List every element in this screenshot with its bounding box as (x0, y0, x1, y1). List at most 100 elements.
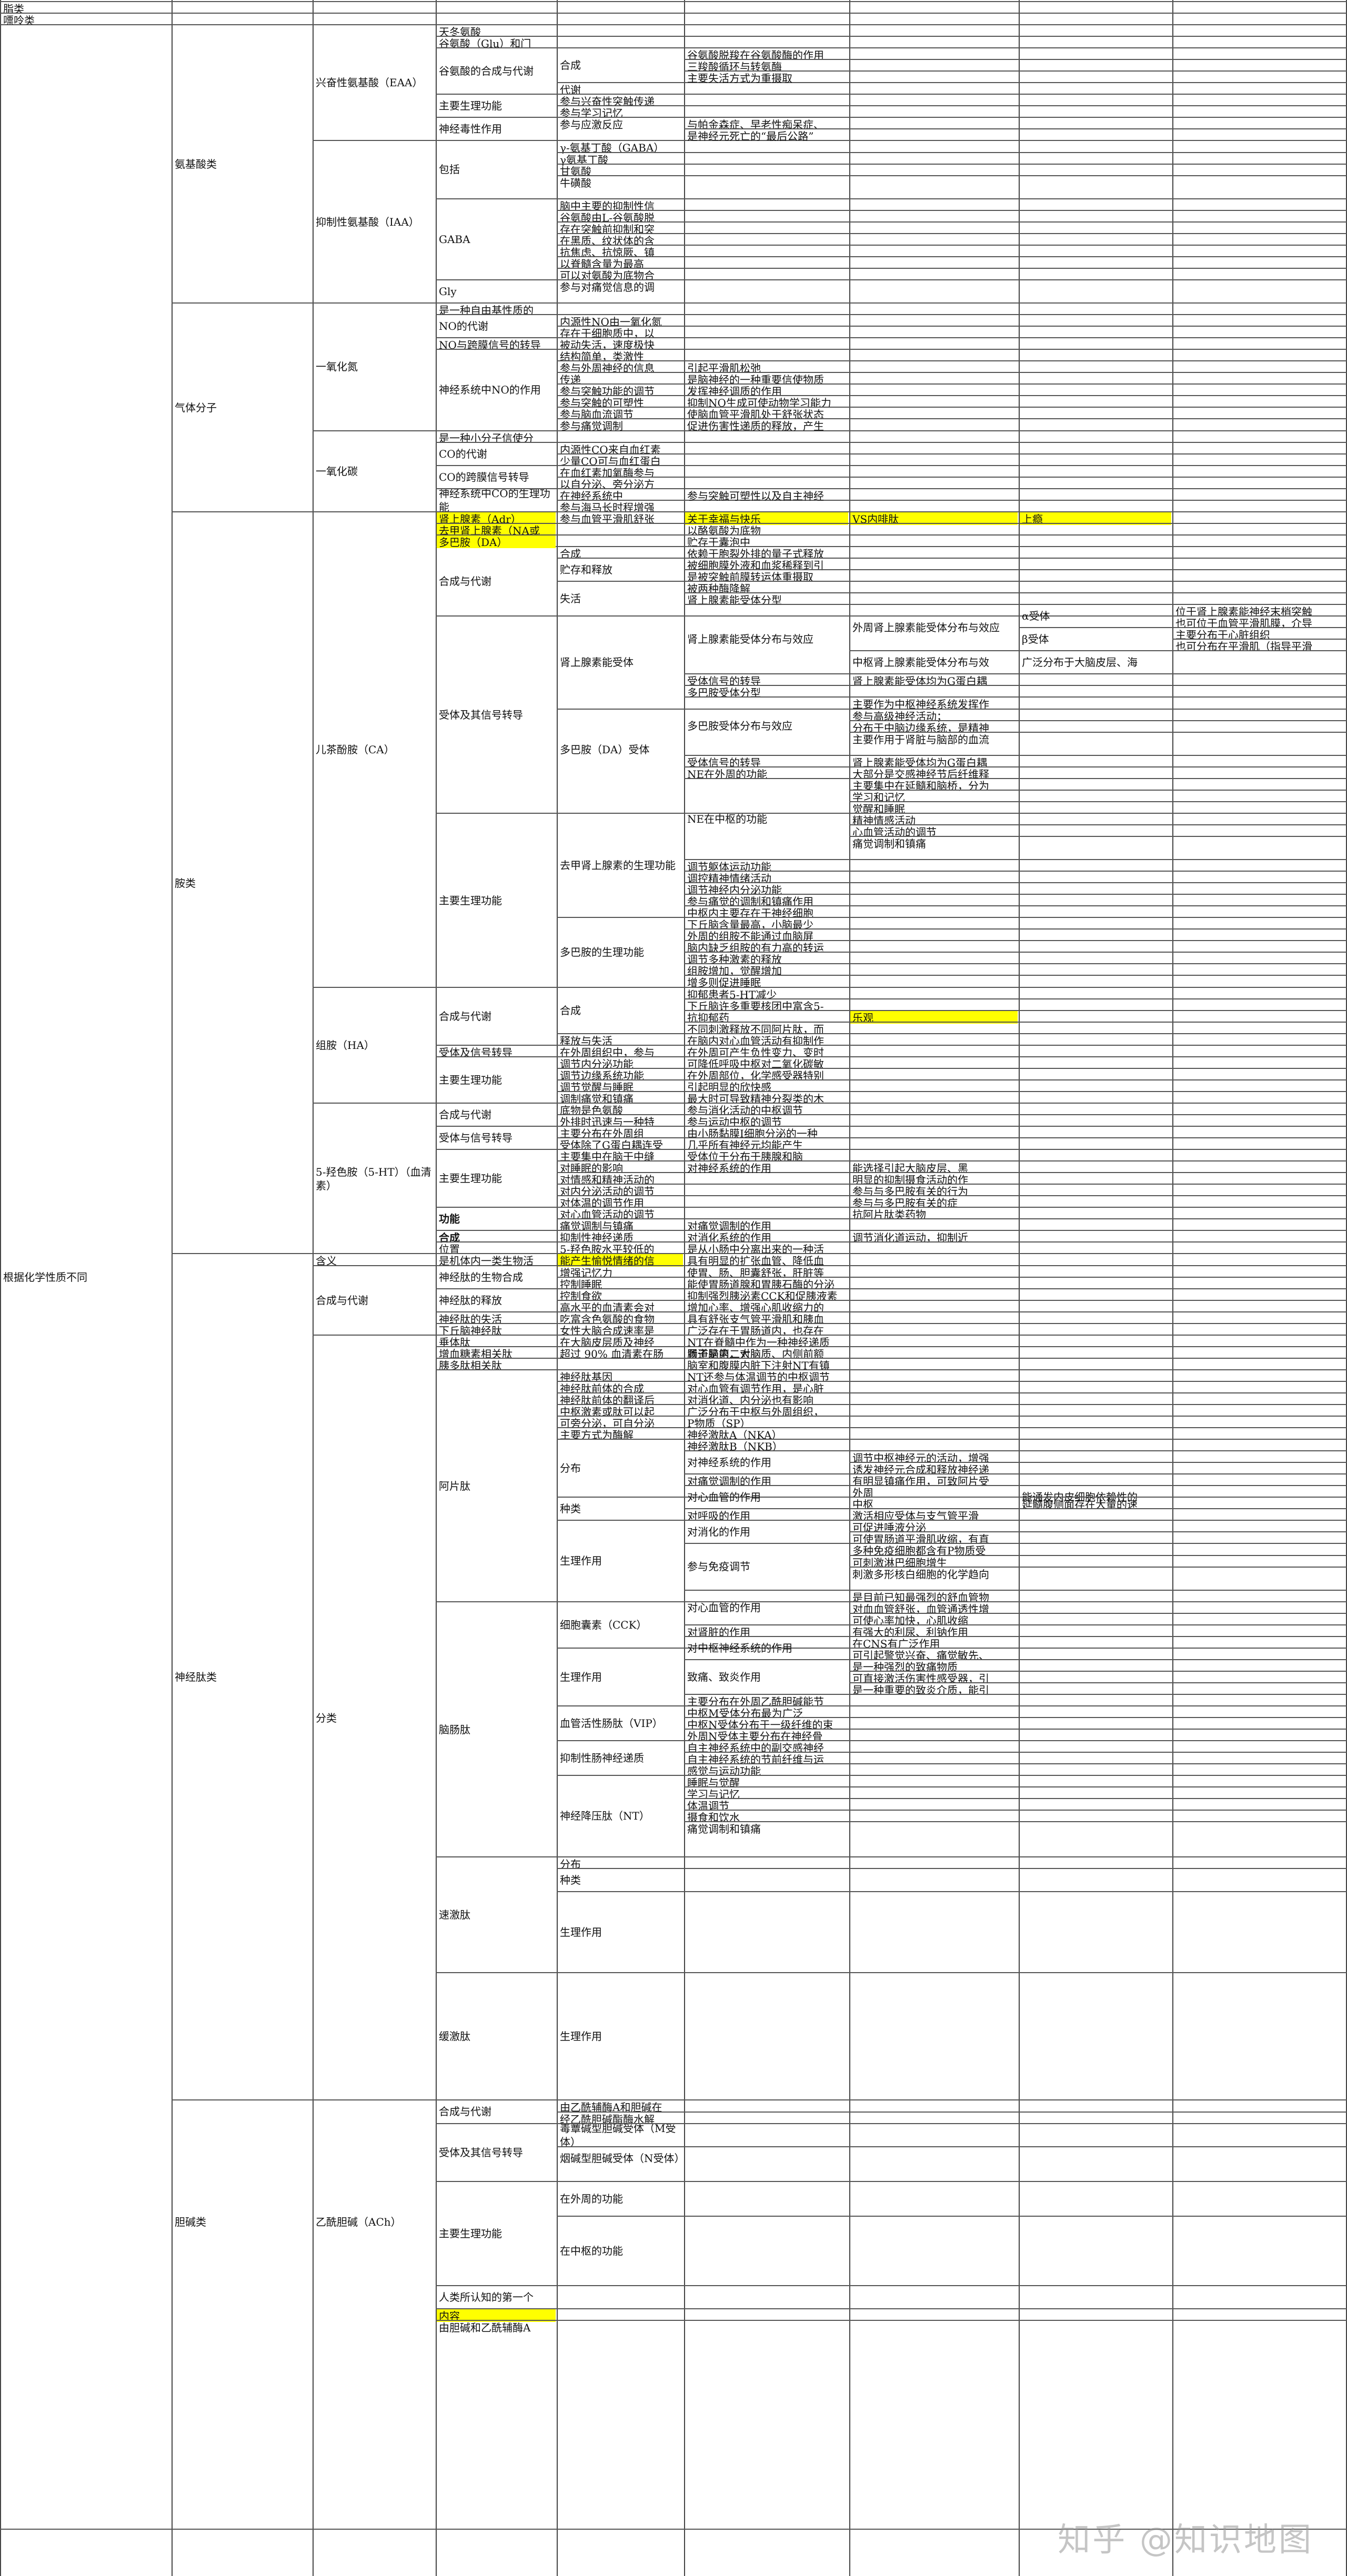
cell-c6-r56[interactable]: 中枢肾上腺素能受体分布与效 (852, 656, 989, 669)
cell-c6-r143[interactable]: 是一种强烈的致痛物质 (852, 1661, 958, 1673)
cell-c8-r53[interactable]: 也可位于血管平滑肌膜，介导 (1175, 617, 1312, 629)
cell-c3-r115[interactable]: 垂体肽 (439, 1336, 470, 1348)
cell-c6-r145[interactable]: 是一种重要的致炎介质，能引 (852, 1684, 989, 1696)
cell-c5-r128[interactable]: 对心血管的作用 (687, 1491, 761, 1503)
cell-c5-r125[interactable]: 对神经系统的作用 (687, 1456, 771, 1469)
cell-c5-r92[interactable]: 在外周部位，化学感受器特别 (687, 1069, 824, 1082)
cell-c4-r121[interactable]: 中枢激素或肽可以起 (560, 1406, 655, 1418)
cell-c5-r119[interactable]: 对心血管有调节作用，是心脏 (687, 1382, 824, 1395)
cell-c5-r10[interactable]: 与帕金森症、早老性痴呆症、 (687, 118, 824, 130)
cell-c5-r59[interactable]: 多巴胺受体分型 (687, 686, 761, 699)
cell-c4-r101[interactable]: 对情感和精神活动的 (560, 1174, 655, 1186)
cell-c4-r15[interactable]: 牛磺酸 (560, 177, 591, 189)
cell-c4-r42[interactable]: 在神经系统中 (560, 490, 623, 502)
cell-c4-r150[interactable]: 抑制性肠神经递质 (560, 1752, 644, 1764)
cell-c5-r127[interactable]: 对痛觉调制的作用 (687, 1475, 771, 1487)
cell-c3-r90[interactable]: 受体及信号转导 (439, 1046, 512, 1058)
cell-c5-r51[interactable]: 肾上腺素能受体分型 (687, 594, 782, 606)
cell-c4-r129[interactable]: 种类 (560, 1502, 581, 1515)
cell-c3-r4[interactable]: 谷氨酸的合成与代谢 (439, 65, 534, 77)
cell-c3-r104[interactable]: 功能 (439, 1213, 460, 1225)
cell-c4-r40[interactable]: 在血红素加氧酶参与 (560, 467, 655, 479)
cell-c6-r132[interactable]: 可使胃肠道平滑肌收缩，有直 (852, 1533, 989, 1545)
cell-c6-r70[interactable]: 精神情感活动 (852, 814, 916, 826)
cell-c7-r54[interactable]: β受体 (1022, 633, 1049, 645)
cell-c6-r102[interactable]: 参与与多巴胺有关的行为 (852, 1185, 968, 1197)
cell-c4-r29[interactable]: 被动失活，速度极快 (560, 339, 655, 351)
cell-c5-r74[interactable]: 调节躯体运动功能 (687, 861, 771, 873)
cell-c4-r102[interactable]: 对内分泌活动的调节 (560, 1185, 655, 1197)
cell-c5-r118[interactable]: NT还参与体温调节的中枢调节 (687, 1371, 830, 1383)
cell-c4-r35[interactable]: 参与脑血流调节 (560, 408, 634, 420)
cell-c4-r131[interactable]: 生理作用 (560, 1554, 602, 1567)
cell-c6-r138[interactable]: 对血血管舒张，血管通透性增 (852, 1603, 989, 1615)
cell-c6-r135[interactable]: 刺激多形核白细胞的化学趋向 (852, 1568, 989, 1580)
cell-c5-r91[interactable]: 可降低呼吸中枢对二氧化碳敏 (687, 1058, 824, 1070)
cell-c4-r61[interactable]: 多巴胺（DA）受体 (560, 743, 650, 756)
cell-c5-r155[interactable]: 体温调节 (687, 1800, 729, 1812)
cell-c6-r100[interactable]: 能选择引起大脑皮层、黑 (852, 1162, 968, 1174)
cell-c4-r9[interactable]: 参与学习记忆 (560, 107, 623, 119)
cell-c4-r79[interactable]: 多巴胺的生理功能 (560, 946, 644, 958)
cell-c4-r96[interactable]: 外排时迅速与一种特 (560, 1116, 655, 1128)
cell-c4-r31[interactable]: 参与外周神经的信息 (560, 362, 655, 374)
cell-c7-r56[interactable]: 广泛分布于大脑皮层、海 (1022, 656, 1138, 669)
cell-c6-r129[interactable]: 中枢 (852, 1498, 873, 1510)
cell-c5-r140[interactable]: 对肾脏的作用 (687, 1626, 750, 1638)
cell-c5-r65[interactable]: 受体信号的转导 (687, 756, 761, 769)
cell-c4-r97[interactable]: 主要分布在外周组 (560, 1127, 644, 1139)
cell-c4-r138[interactable]: 细胞囊素（CCK） (560, 1619, 647, 1631)
cell-c5-r111[interactable]: 抑制强烈胰泌素CCK和促胰液素 (687, 1290, 838, 1302)
cell-c5-r95[interactable]: 参与消化活动的中枢调节 (687, 1104, 803, 1116)
cell-c5-r33[interactable]: 发挥神经调质的作用 (687, 385, 782, 397)
cell-c5-r98[interactable]: 几乎所有神经元均能产生 (687, 1139, 803, 1151)
cell-c5-r93[interactable]: 引起明显的欣快感 (687, 1081, 771, 1093)
cell-c6-r144[interactable]: 可直接激活伤害性感受器，引 (852, 1672, 989, 1684)
cell-c8-r52[interactable]: 位于肾上腺素能神经末梢突触 (1175, 605, 1312, 618)
cell-c5-r36[interactable]: 促进伤害性递质的释放，产生 (687, 420, 824, 432)
cell-c6-r127[interactable]: 有明显镇痛作用，可致阿片受 (852, 1475, 989, 1487)
cell-c3-r3[interactable]: 谷氨酸（Glu）和门 (439, 37, 531, 49)
cell-c4-r90[interactable]: 在外周组织中，参与 (560, 1046, 655, 1058)
cell-c8-r55[interactable]: 也可分布在平滑肌（指导平滑 (1175, 640, 1312, 652)
cell-c3-r70[interactable]: 主要生理功能 (439, 894, 502, 907)
cell-c5-r42[interactable]: 参与突触可塑性以及自主神经 (687, 490, 824, 502)
cell-c5-r141[interactable]: 对中枢神经系统的作用 (687, 1642, 792, 1654)
cell-c3-r114[interactable]: 下丘脑神经肽 (439, 1325, 502, 1337)
cell-c5-r76[interactable]: 调节神经内分泌功能 (687, 884, 782, 896)
cell-c4-r105[interactable]: 痛觉调制与镇痛 (560, 1220, 634, 1232)
cell-c4-r19[interactable]: 存在突触前抑制和突 (560, 223, 655, 235)
cell-c4-r70[interactable]: 去甲肾上腺素的生理功能 (560, 859, 676, 872)
cell-c2-r37[interactable]: 一氧化碳 (316, 465, 358, 478)
cell-c3-r46[interactable]: 多巴胺（DA） (437, 536, 556, 548)
cell-c4-r103[interactable]: 对体温的调节作用 (560, 1197, 644, 1209)
cell-c5-r124[interactable]: 神经激肽B（NKB） (687, 1440, 783, 1452)
cell-c3-r181[interactable]: 合成与代谢 (439, 2105, 491, 2118)
cell-c4-r170[interactable]: 生理作用 (560, 2030, 602, 2043)
cell-c5-r137[interactable]: 对心血管的作用 (687, 1601, 761, 1614)
cell-c4-r109[interactable]: 增强记忆力 (560, 1267, 612, 1279)
cell-c5-r46[interactable]: 贮存于囊泡中 (687, 536, 750, 548)
cell-c3-r116[interactable]: 增血糖素相关肽 (439, 1348, 512, 1360)
cell-c5-r143[interactable]: 致痛、致炎作用 (687, 1671, 761, 1683)
cell-c5-r90[interactable]: 在外周可产生负性变力、变时 (687, 1046, 824, 1058)
cell-c6-r52[interactable]: 外周肾上腺素能受体分布与效应 (852, 621, 1000, 634)
cell-c5-r146[interactable]: 主要分布在外周乙酰胆碱能节 (687, 1695, 824, 1708)
cell-c4-r12[interactable]: γ-氨基丁酸（GABA） (560, 142, 665, 154)
cell-c5-r60[interactable]: 多巴胺受体分布与效应 (687, 720, 792, 732)
cell-c0-r1[interactable]: 嘌呤类 (3, 14, 35, 26)
cell-c1-r2[interactable]: 氨基酸类 (175, 157, 217, 170)
cell-c4-r163[interactable]: 生理作用 (560, 1926, 602, 1938)
cell-c2-r95[interactable]: 5-羟色胺（5-HT）（血清素） (316, 1165, 431, 1192)
cell-c3-r10[interactable]: 神经毒性作用 (439, 123, 502, 135)
cell-c5-r99[interactable]: 受体位于分布于胰腺和脑 (687, 1150, 803, 1163)
cell-c4-r99[interactable]: 主要集中在脑干中缝 (560, 1150, 655, 1163)
cell-c5-r133[interactable]: 参与免疫调节 (687, 1560, 750, 1573)
cell-c5-r113[interactable]: 具有舒张支气管平滑肌和胰血 (687, 1313, 824, 1325)
cell-c5-r79[interactable]: 下丘脑含量最高，小脑最少 (687, 918, 813, 931)
cell-c3-r12[interactable]: 包括 (439, 163, 460, 176)
cell-c4-r20[interactable]: 在黑质、纹状体的含 (560, 235, 655, 247)
cell-c5-r151[interactable]: 自主神经系统的节前纤维与运 (687, 1753, 824, 1765)
cell-c4-r41[interactable]: 以自分泌、旁分泌方 (560, 478, 655, 490)
cell-c3-r200[interactable]: 由胆碱和乙酰辅酶A (439, 2321, 531, 2333)
